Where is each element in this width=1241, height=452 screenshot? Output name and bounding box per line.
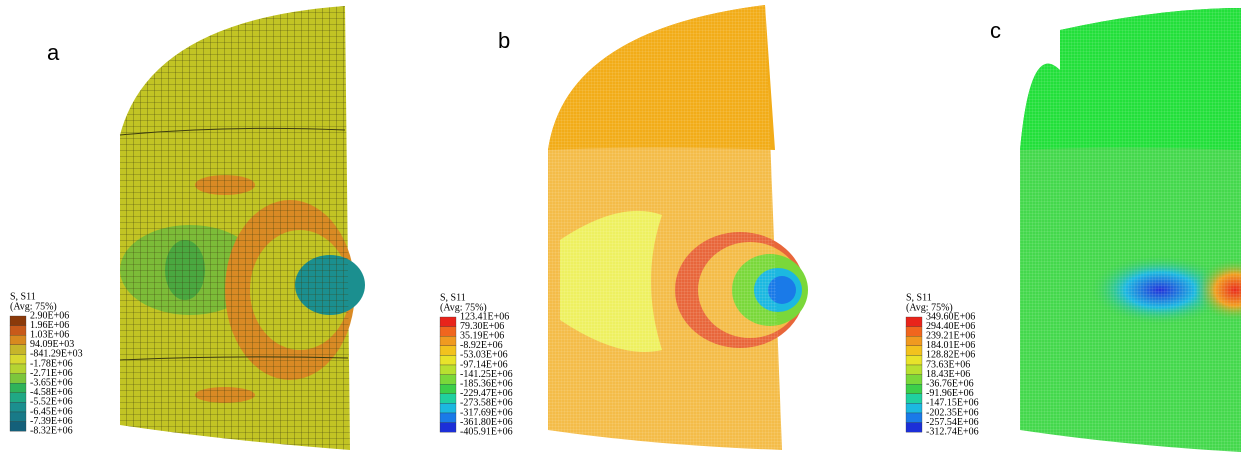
legend-swatch [906, 423, 922, 433]
legend-value: -312.74E+06 [926, 426, 979, 437]
panel-a-model [120, 6, 365, 450]
legend-swatch [10, 354, 26, 364]
legend-swatch [906, 365, 922, 375]
legend-swatch [440, 375, 456, 385]
legend-swatch [10, 326, 26, 336]
panel-label: c [990, 18, 1001, 43]
legend-swatch [10, 345, 26, 355]
legend-swatch [10, 402, 26, 412]
legend-swatch [440, 403, 456, 413]
legend-swatch [906, 403, 922, 413]
legend-swatch [906, 355, 922, 365]
panel-c-model [1020, 8, 1241, 452]
legend-swatch [440, 423, 456, 433]
panel-label: a [47, 40, 60, 65]
legend-swatch [10, 335, 26, 345]
legend-swatch [906, 375, 922, 385]
legend-swatch [10, 393, 26, 403]
legend-swatch [440, 327, 456, 337]
legend-swatch [10, 412, 26, 422]
legend-swatch [10, 383, 26, 393]
panel-b-model [548, 5, 808, 450]
legend-swatch [906, 336, 922, 346]
legend-swatch [906, 384, 922, 394]
legend-swatch [440, 317, 456, 327]
legend-swatch [440, 336, 456, 346]
panel-label: b [498, 28, 510, 53]
legend-swatch [10, 364, 26, 374]
figure: aS, S11(Avg: 75%)2.90E+061.96E+061.03E+0… [0, 0, 1241, 452]
legend-swatch [906, 413, 922, 423]
legend-swatch [440, 365, 456, 375]
legend-swatch [440, 384, 456, 394]
legend-swatch [440, 346, 456, 356]
legend-swatch [906, 327, 922, 337]
legend-swatch [440, 394, 456, 404]
legend-value: -405.91E+06 [460, 426, 513, 437]
legend-swatch [10, 316, 26, 326]
legend-swatch [906, 394, 922, 404]
legend-swatch [906, 346, 922, 356]
legend-swatch [10, 422, 26, 432]
legend-value: -8.32E+06 [30, 425, 73, 436]
legend-swatch [440, 413, 456, 423]
legend-swatch [10, 374, 26, 384]
legend-swatch [906, 317, 922, 327]
legend-swatch [440, 355, 456, 365]
